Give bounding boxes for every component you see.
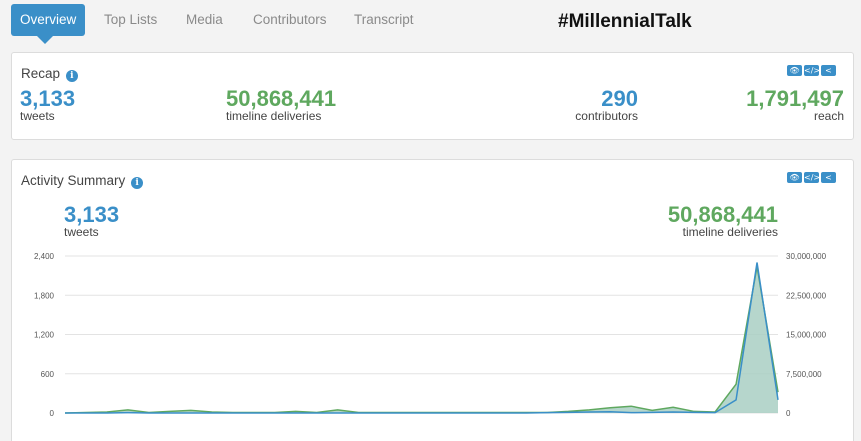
activity-tweets-label: tweets (64, 225, 99, 239)
activity-title: Activity Summary i (21, 173, 144, 189)
recap-contributors: 290 contributors (552, 86, 638, 123)
activity-tweets-value: 3,133 (64, 202, 120, 227)
recap-reach-label: reach (813, 109, 844, 123)
deliveries-area (65, 266, 778, 413)
y-tick-left: 2,400 (34, 252, 55, 261)
eye-icon[interactable]: 👁 (787, 172, 802, 183)
recap-deliveries-label: timeline deliveries (226, 109, 322, 123)
recap-panel: Recap i 👁 </> < 3,133 tweets 50,868,441 … (11, 52, 854, 140)
tab-overview[interactable]: Overview (11, 4, 86, 44)
recap-tweets-label: tweets (20, 109, 55, 123)
y-tick-right: 30,000,000 (786, 252, 827, 261)
recap-reach-value: 1,791,497 (746, 86, 844, 111)
code-icon[interactable]: </> (804, 172, 821, 183)
recap-contributors-label: contributors (575, 109, 638, 123)
recap-title: Recap i (21, 66, 78, 82)
tweets-line (65, 262, 779, 414)
tab-transcript[interactable]: Transcript (354, 12, 414, 27)
recap-deliveries: 50,868,441 timeline deliveries (226, 86, 337, 123)
y-tick-left: 0 (50, 409, 55, 418)
recap-reach: 1,791,497 reach (692, 86, 844, 123)
y-tick-left: 600 (41, 370, 55, 379)
y-tick-right: 7,500,000 (786, 370, 822, 379)
recap-deliveries-value: 50,868,441 (226, 86, 337, 111)
recap-title-text: Recap (21, 66, 61, 81)
activity-tools: 👁 </> < (787, 172, 836, 183)
activity-deliveries-label: timeline deliveries (682, 225, 778, 239)
y-tick-right: 22,500,000 (786, 291, 827, 300)
recap-tweets: 3,133 tweets (20, 86, 76, 123)
share-icon[interactable]: < (821, 65, 836, 76)
recap-tweets-value: 3,133 (20, 86, 76, 111)
y-tick-right: 15,000,000 (786, 331, 827, 340)
recap-tools: 👁 </> < (787, 65, 836, 76)
activity-deliveries: 50,868,441 timeline deliveries (622, 202, 778, 239)
share-icon[interactable]: < (821, 172, 836, 183)
code-icon[interactable]: </> (804, 65, 821, 76)
activity-tweets: 3,133 tweets (64, 202, 120, 239)
eye-icon[interactable]: 👁 (787, 65, 802, 76)
y-tick-left: 1,800 (34, 291, 55, 300)
info-icon[interactable]: i (65, 70, 78, 82)
activity-deliveries-value: 50,868,441 (667, 202, 778, 227)
deliveries-line (64, 266, 779, 414)
y-tick-right: 0 (786, 409, 791, 418)
tab-top-lists[interactable]: Top Lists (104, 12, 158, 27)
y-tick-left: 1,200 (34, 331, 55, 340)
recap-contributors-value: 290 (601, 86, 638, 111)
activity-panel: Activity Summary i 👁 </> < 3,133 tweets … (11, 159, 854, 441)
tab-contributors[interactable]: Contributors (253, 12, 327, 27)
tab-media[interactable]: Media (186, 12, 223, 27)
hashtag-title: #MillennialTalk (558, 11, 692, 32)
info-icon[interactable]: i (131, 177, 144, 189)
top-nav: Overview Top Lists Media Contributors Tr… (0, 0, 861, 48)
activity-title-text: Activity Summary (21, 173, 126, 188)
